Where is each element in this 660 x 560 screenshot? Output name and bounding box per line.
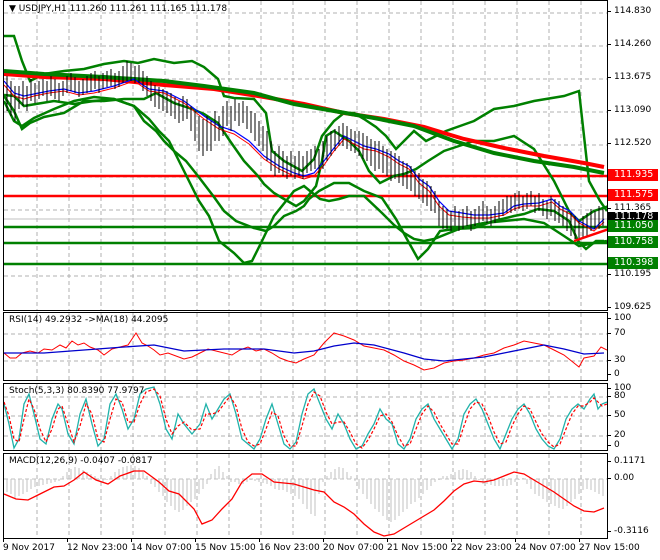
time-tick: 9 Nov 2017 <box>3 538 55 553</box>
level-tag-110758: 110.758 <box>608 236 658 248</box>
price-chart <box>4 1 607 310</box>
ma-slow-line <box>4 72 605 169</box>
trend-line <box>573 228 607 243</box>
rsi-ma-line <box>4 342 605 362</box>
level-tag-111575: 111.575 <box>608 189 658 201</box>
time-tick: 15 Nov 15:00 <box>195 538 256 553</box>
time-tick: 24 Nov 07:00 <box>515 538 576 553</box>
level-tag-111050: 111.050 <box>608 220 658 232</box>
time-tick: 14 Nov 07:00 <box>131 538 192 553</box>
macd-label: MACD(12,26,9) -0.0407 -0.0817 <box>9 456 153 466</box>
triangle-down-icon[interactable]: ▼ <box>9 4 16 14</box>
rsi-chart <box>4 313 607 380</box>
level-tag-110398: 110.398 <box>608 257 658 269</box>
rsi-line <box>4 332 607 371</box>
grid <box>4 1 607 310</box>
time-tick: 20 Nov 07:00 <box>323 538 384 553</box>
symbol-label: USDJPY,H1 <box>18 4 67 14</box>
price-panel[interactable]: ▼ USDJPY,H1 111.260 111.261 111.165 111.… <box>3 0 608 311</box>
macd-signal-line <box>4 470 605 537</box>
macd-chart <box>4 454 607 538</box>
rsi-panel[interactable]: RSI(14) 49.2932 ->MA(18) 44.2095 <box>3 312 608 381</box>
time-axis: 9 Nov 2017 12 Nov 23:00 14 Nov 07:00 15 … <box>0 538 660 560</box>
stoch-panel[interactable]: Stoch(5,3,3) 80.8390 77.9797 <box>3 383 608 451</box>
time-tick: 12 Nov 23:00 <box>67 538 128 553</box>
stoch-main-line <box>4 386 607 450</box>
time-tick: 16 Nov 23:00 <box>259 538 320 553</box>
stoch-chart <box>4 384 607 450</box>
ma-mid-line <box>4 69 605 175</box>
chart-header: ▼ USDJPY,H1 111.260 111.261 111.165 111.… <box>9 4 227 14</box>
price-bars <box>6 61 604 241</box>
rsi-axis: 100 70 30 0 <box>608 313 632 379</box>
rsi-label: RSI(14) 49.2932 ->MA(18) 44.2095 <box>9 315 169 325</box>
ohlc-values: 111.260 111.261 111.165 111.178 <box>69 4 228 14</box>
macd-panel[interactable]: MACD(12,26,9) -0.0407 -0.0817 <box>3 453 608 539</box>
stoch-axis: 100 80 50 20 0 <box>608 383 632 450</box>
stoch-label: Stoch(5,3,3) 80.8390 77.9797 <box>9 386 145 396</box>
time-tick: 22 Nov 23:00 <box>451 538 512 553</box>
time-tick: 27 Nov 15:00 <box>579 538 640 553</box>
time-tick: 21 Nov 15:00 <box>387 538 448 553</box>
current-price-tag: 111.178 <box>608 212 658 221</box>
level-tag-111935: 111.935 <box>608 169 658 181</box>
stoch-signal-line <box>4 388 607 449</box>
price-axis: 114.830 114.260 113.675 113.090 112.520 … <box>608 0 660 312</box>
macd-axis: 0.1171 0.00 -0.3116 <box>608 456 649 536</box>
macd-histogram <box>6 465 604 522</box>
